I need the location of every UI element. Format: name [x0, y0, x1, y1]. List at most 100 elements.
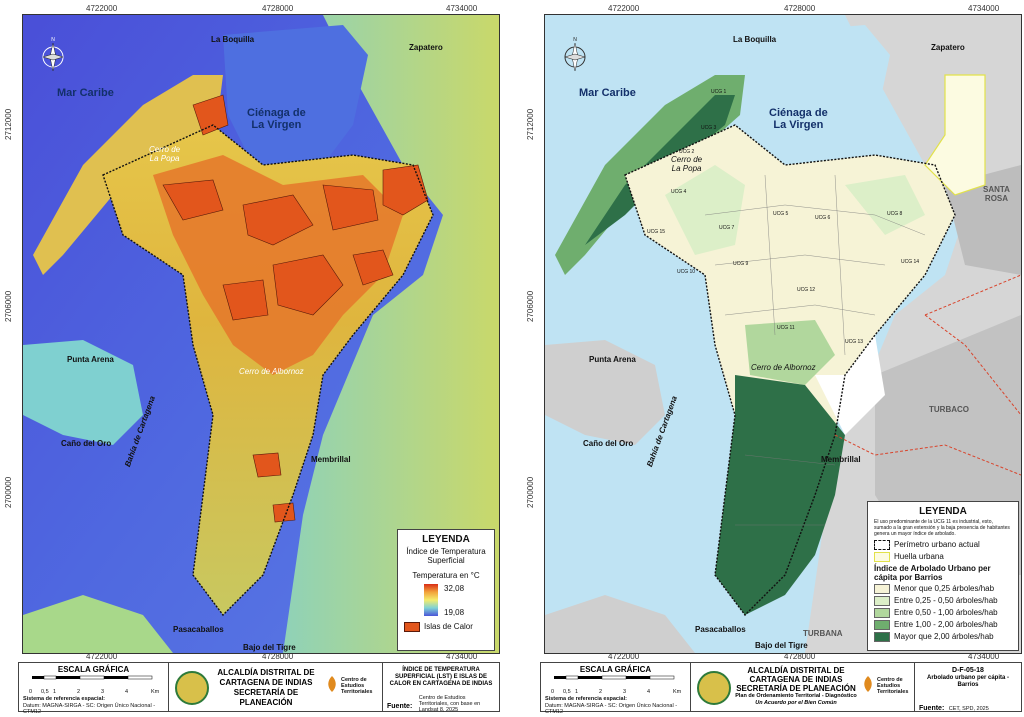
ucg-label: UCG 5: [773, 211, 789, 217]
y-coord-label: 2712000: [526, 108, 535, 140]
source-text: CET, SPD, 2025: [948, 706, 989, 712]
ucg-label: UCG 12: [797, 287, 816, 293]
x-coord-label: 4734000: [446, 4, 478, 13]
ucg-label: UCG 7: [719, 225, 735, 231]
class-label: Entre 0,25 - 0,50 árboles/hab: [894, 596, 998, 606]
org-line3: SECRETARÍA DE PLANEACIÓN: [233, 688, 299, 707]
sea-label: Mar Caribe: [57, 87, 114, 99]
hill-label: Cerro de La Popa: [149, 145, 181, 163]
cet-name: Centro de Estudios Territoriales: [341, 677, 373, 695]
ref-title: Sistema de referencia espacial:: [545, 696, 627, 702]
legend-max: 32,08: [444, 584, 465, 593]
ucg-label: UCG 14: [901, 259, 920, 265]
ref-text: Datum: MAGNA-SIRGA - SC: Origen Único Na…: [23, 703, 156, 715]
ref-title: Sistema de referencia espacial:: [23, 696, 105, 702]
map-code: D-F-05-18: [952, 667, 984, 674]
tree-index-map[interactable]: N La Boquilla Zapatero Mar Caribe Ciénag…: [544, 14, 1022, 654]
ucg-label: UCG 6: [815, 215, 831, 221]
lst-map-sheet: 4722000 4728000 4734000 2712000 2706000 …: [0, 0, 502, 717]
class-swatch: [874, 596, 890, 606]
scale-tick: 0: [29, 689, 33, 695]
legend-perimeter: Perímetro urbano actual: [894, 540, 980, 550]
ucg-label: UCG 2: [679, 149, 695, 155]
class-swatch: [874, 608, 890, 618]
map-title: Arbolado urbano per cápita - Barrios: [926, 675, 1009, 688]
scale-tick: 0: [551, 689, 555, 695]
footer-scale-box: ESCALA GRÁFICA 0 0,5 1 2 3 4 Km Sistema …: [19, 663, 169, 715]
lst-map-canvas: [23, 15, 499, 653]
legend-min: 19,08: [444, 608, 465, 617]
org-line2: CARTAGENA DE INDIAS: [749, 675, 843, 684]
perimeter-swatch: [874, 540, 890, 550]
cet-name: Centro de Estudios Territoriales: [877, 677, 909, 695]
lagoon-label: Ciénaga de La Virgen: [769, 107, 828, 131]
org-line3: SECRETARÍA DE PLANEACIÓN: [736, 684, 856, 693]
cet-logo-icon: [328, 676, 336, 692]
y-coord-label: 2700000: [4, 476, 13, 508]
source-label: Fuente:: [919, 705, 945, 712]
source-label: Fuente:: [387, 703, 413, 710]
class-label: Mayor que 2,00 árboles/hab: [894, 632, 994, 642]
x-coord-label: 4722000: [608, 652, 640, 661]
class-swatch: [874, 632, 890, 642]
tree-index-legend: LEYENDA El uso predominante de la UCG 11…: [867, 501, 1019, 651]
x-coord-label: 4734000: [446, 652, 478, 661]
municipality-label: TURBACO: [929, 405, 969, 414]
heat-island-swatch: [404, 622, 420, 632]
place-label: Zapatero: [931, 43, 965, 52]
ucg-label: UCG 13: [845, 339, 864, 345]
org-line1: ALCALDÍA DISTRITAL DE: [217, 668, 315, 677]
lst-map[interactable]: N La Boquilla Zapatero Mar Caribe Ciénag…: [22, 14, 500, 654]
legend-subtitle: Índice de Temperatura Superficial: [406, 547, 486, 565]
plan-line1: Plan de Ordenamiento Territorial - Diagn…: [735, 693, 857, 699]
y-coord-label: 2706000: [526, 290, 535, 322]
scale-tick: 4: [647, 689, 651, 695]
place-label: Membrillal: [311, 455, 351, 464]
x-coord-label: 4734000: [968, 4, 1000, 13]
hill-label: Cerro de Albornoz: [239, 367, 304, 376]
ucg-label: UCG 15: [647, 229, 666, 235]
place-label: Punta Arena: [589, 355, 636, 364]
x-coord-label: 4728000: [262, 4, 294, 13]
hill-label: Cerro de Albornoz: [751, 363, 816, 372]
y-coord-label: 2706000: [4, 290, 13, 322]
north-arrow-icon: N: [42, 37, 64, 72]
org-line2: CARTAGENA DE INDIAS: [219, 678, 313, 687]
scale-title: ESCALA GRÁFICA: [57, 665, 130, 674]
sea-label: Mar Caribe: [579, 87, 636, 99]
city-seal-icon: [697, 671, 731, 705]
scale-tick: 2: [77, 689, 81, 695]
legend-footprint: Huella urbana: [894, 552, 944, 562]
place-label: Caño del Oro: [61, 439, 112, 448]
class-swatch: [874, 620, 890, 630]
scale-tick: 0,5: [41, 689, 49, 695]
footer-institution-box: ALCALDÍA DISTRITAL DE CARTAGENA DE INDIA…: [169, 663, 383, 711]
place-label: La Boquilla: [733, 35, 777, 44]
y-coord-label: 2712000: [4, 108, 13, 140]
map-title: ÍNDICE DE TEMPERATURA SUPERFICIAL (LST) …: [389, 667, 493, 687]
legend-index-title: Índice de Arbolado Urbano per cápita por…: [874, 564, 991, 582]
lst-legend: LEYENDA Índice de Temperatura Superficia…: [397, 529, 495, 651]
x-coord-label: 4734000: [968, 652, 1000, 661]
class-swatch: [874, 584, 890, 594]
place-label: Caño del Oro: [583, 439, 634, 448]
footer-scale-box: ESCALA GRÁFICA 0 0,5 1 2 3 4 Km Sistema …: [541, 663, 691, 715]
scale-tick: 2: [599, 689, 603, 695]
source-text: Centro de Estudios Territoriales, con ba…: [418, 695, 481, 713]
legend-heat-islands: Islas de Calor: [424, 622, 473, 632]
hill-label: Cerro de La Popa: [671, 155, 703, 173]
scale-tick: 3: [101, 689, 105, 695]
cet-logo-icon: [864, 676, 872, 692]
scale-unit: Km: [151, 689, 160, 695]
footer-title-box: ÍNDICE DE TEMPERATURA SUPERFICIAL (LST) …: [383, 663, 499, 713]
temperature-ramp: [424, 584, 438, 616]
legend-title: LEYENDA: [919, 506, 967, 517]
north-arrow-icon: N: [564, 37, 586, 72]
place-label: Pasacaballos: [695, 625, 746, 634]
x-coord-label: 4728000: [784, 4, 816, 13]
municipality-label: TURBANA: [803, 629, 843, 638]
ucg-label: UCG 9: [733, 261, 749, 267]
ucg-label: UCG 8: [887, 211, 903, 217]
footprint-swatch: [874, 552, 890, 562]
x-coord-label: 4728000: [784, 652, 816, 661]
